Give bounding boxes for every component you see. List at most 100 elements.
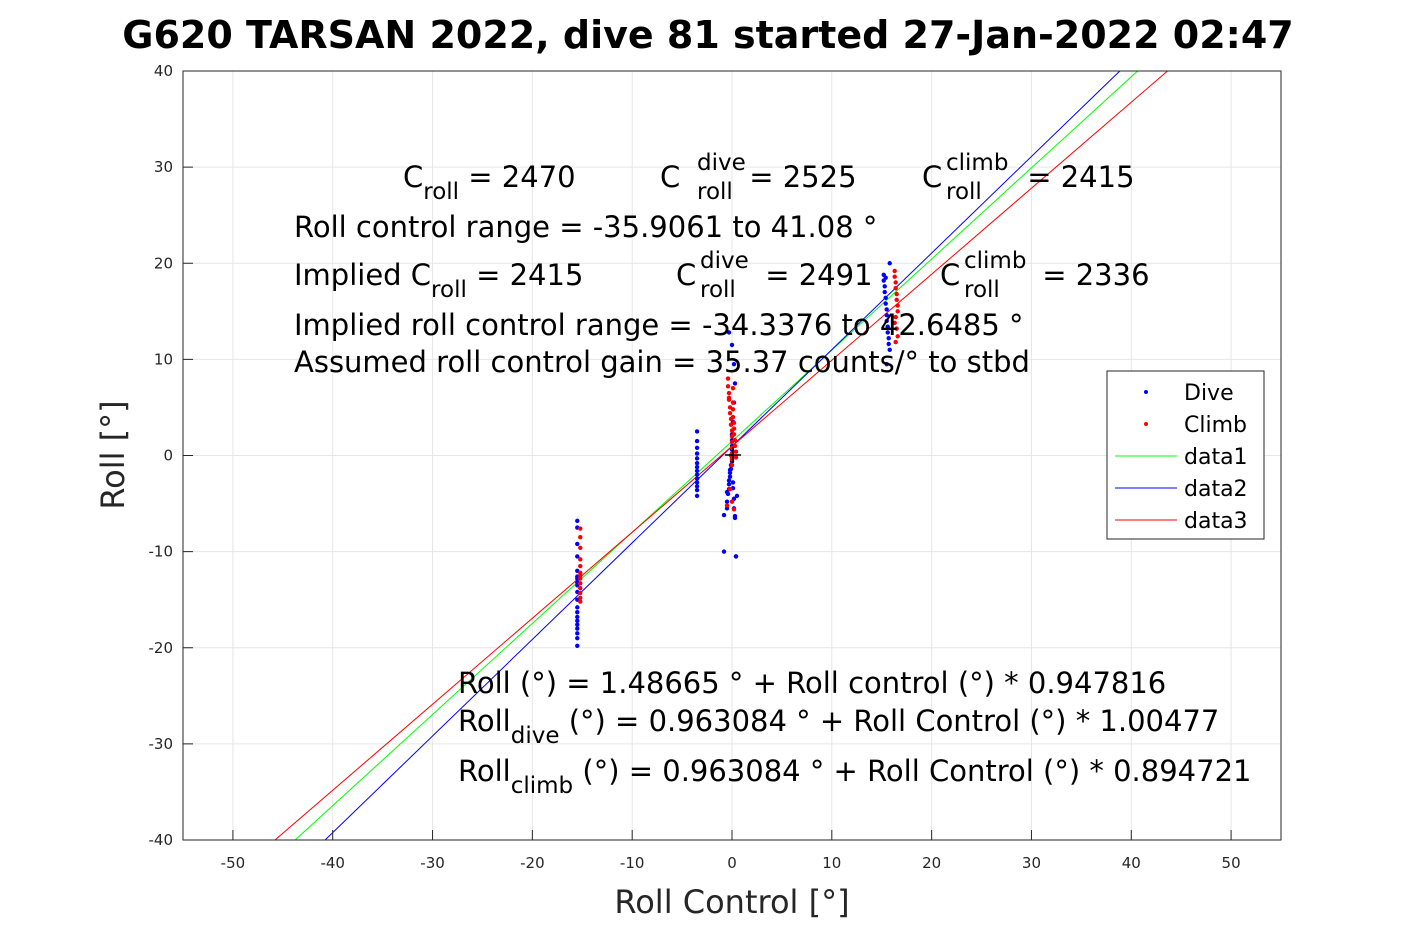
climb-point	[727, 411, 733, 416]
climb-point	[725, 384, 731, 389]
fit-line-data2	[324, 70, 1121, 841]
dive-point	[694, 468, 700, 474]
dive-point	[575, 643, 580, 649]
climb-point	[732, 443, 738, 449]
y-tick-label: -20	[149, 639, 174, 657]
climb-point	[731, 420, 737, 426]
dive-point	[694, 472, 700, 477]
y-tick-label: 40	[154, 62, 173, 80]
y-tick-label: -30	[149, 735, 174, 753]
x-tick-label: 40	[1122, 854, 1141, 872]
dive-point	[729, 342, 735, 348]
dive-point	[730, 480, 736, 485]
fit-equation-climb: Rollclimb (°) = 0.963084 ° + Roll Contro…	[458, 754, 1251, 799]
y-tick-label: 0	[163, 447, 173, 465]
legend-climb: Climb	[1184, 413, 1247, 438]
climb-point	[894, 297, 899, 302]
climb-point	[578, 590, 583, 596]
dive-point	[884, 318, 889, 324]
x-tick-label: 30	[1022, 854, 1041, 872]
climb-point	[726, 395, 732, 401]
dive-point	[887, 261, 892, 266]
climb-point	[892, 268, 897, 274]
dive-point	[721, 512, 727, 518]
dive-point	[694, 445, 700, 451]
climb-point	[729, 462, 735, 468]
climb-point	[729, 499, 735, 504]
climb-point	[894, 326, 899, 331]
climb-point	[893, 339, 898, 345]
dive-point	[575, 518, 580, 524]
y-tick-label: -10	[149, 543, 174, 561]
dive-point	[694, 460, 700, 466]
dive-point	[694, 476, 700, 481]
dive-point	[694, 484, 700, 489]
x-tick-label: -30	[420, 854, 445, 872]
dive-point	[731, 361, 737, 367]
dive-point	[883, 275, 888, 280]
climb-point	[724, 503, 730, 508]
dive-point	[721, 549, 727, 554]
chart-title: G620 TARSAN 2022, dive 81 started 27-Jan…	[122, 13, 1293, 57]
climb-point	[578, 585, 583, 591]
climb-point	[578, 573, 583, 578]
climb-point	[727, 486, 733, 492]
dive-point	[886, 336, 891, 341]
climb-point	[731, 432, 737, 437]
climb-point	[895, 309, 900, 314]
climb-point	[893, 314, 898, 320]
dive-point	[575, 554, 580, 559]
x-axis-label: Roll Control [°]	[614, 883, 849, 921]
dive-point	[694, 429, 700, 434]
dive-point	[882, 289, 887, 295]
climb-point	[730, 386, 736, 391]
climb-point	[892, 274, 897, 279]
assumed-gain: Assumed roll control gain = 35.37 counts…	[294, 345, 1030, 379]
climb-point	[731, 426, 737, 431]
dive-point	[883, 301, 888, 306]
dive-point	[726, 478, 732, 483]
dive-point	[727, 474, 733, 479]
x-tick-label: -40	[320, 854, 345, 872]
dive-point	[724, 499, 730, 504]
legend: Dive Climb data1 data2 data3	[1106, 370, 1265, 540]
climb-point	[726, 390, 732, 396]
fit-equation: Roll (°) = 1.48665 ° + Roll control (°) …	[458, 666, 1166, 700]
dive-point	[732, 381, 738, 386]
dive-point	[694, 464, 700, 470]
data-points	[575, 261, 900, 649]
dive-point	[694, 480, 700, 485]
climb-point	[895, 303, 900, 308]
dive-point	[885, 324, 890, 329]
legend-climb-marker	[1144, 422, 1148, 426]
fit-line-data1	[294, 70, 1138, 841]
climb-point	[893, 280, 898, 285]
dive-point	[883, 295, 888, 301]
dive-point	[884, 312, 889, 318]
dive-point	[575, 626, 580, 631]
climb-point	[578, 557, 583, 562]
climb-point	[578, 563, 583, 569]
legend-data2: data2	[1184, 477, 1248, 502]
dive-point	[734, 493, 740, 499]
dive-point	[575, 635, 580, 641]
dive-point	[887, 347, 892, 352]
y-tick-label: 10	[154, 350, 173, 368]
dive-point	[727, 467, 733, 473]
dive-point	[575, 605, 580, 610]
dive-point	[694, 451, 700, 456]
x-tick-label: 20	[922, 854, 941, 872]
y-axis-label: Roll [°]	[94, 400, 132, 509]
x-tick-label: 50	[1222, 854, 1241, 872]
dive-point	[694, 487, 700, 493]
dive-point	[885, 330, 890, 335]
dive-point	[694, 493, 700, 499]
fit-lines	[274, 70, 1168, 841]
climb-point	[578, 581, 583, 586]
climb-point	[578, 535, 583, 540]
climb-point	[578, 595, 583, 600]
climb-point	[892, 320, 897, 326]
